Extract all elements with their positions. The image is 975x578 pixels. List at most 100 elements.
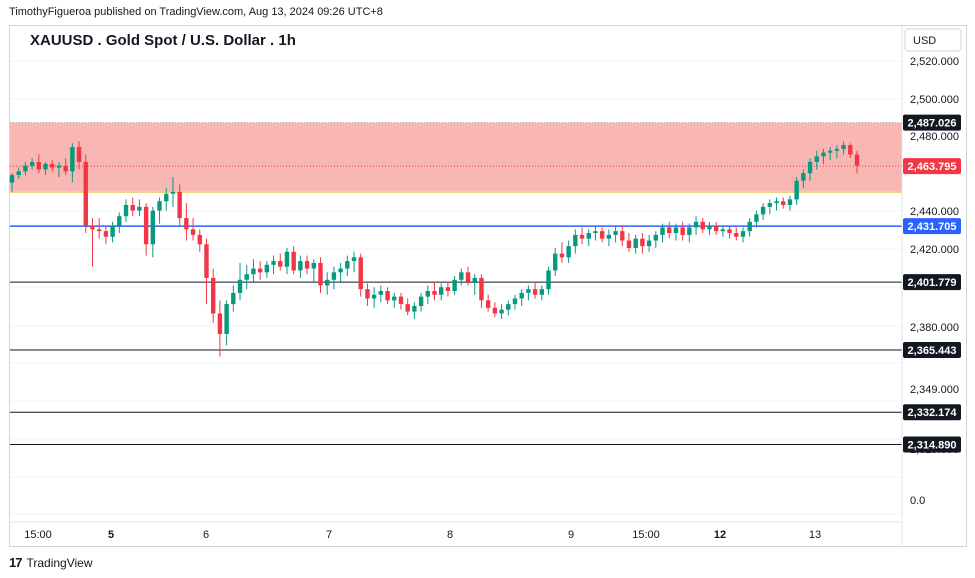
- candle-body: [264, 264, 270, 273]
- price-badge-label: 2,314.890: [908, 440, 957, 452]
- supply-zone: [10, 122, 902, 191]
- y-tick-label: 2,380.000: [910, 322, 959, 334]
- y-tick-label: 0.0: [910, 495, 925, 507]
- candle-body: [177, 191, 182, 219]
- candle-body: [693, 221, 699, 228]
- y-tick-label: 2,480.000: [910, 131, 959, 143]
- chart-title: XAUUSD . Gold Spot / U.S. Dollar . 1h: [30, 32, 296, 49]
- candle-body: [841, 145, 846, 149]
- candle-body: [472, 277, 477, 282]
- x-tick-label: 12: [714, 529, 726, 541]
- y-tick-label: 2,349.000: [910, 384, 959, 396]
- candle-body: [304, 261, 310, 269]
- candle-body: [720, 229, 726, 232]
- candle-body: [204, 244, 209, 278]
- y-tick-label: 2,420.000: [910, 244, 959, 256]
- candle-body: [606, 234, 612, 239]
- candle-body: [506, 304, 511, 310]
- candle-body: [29, 161, 35, 166]
- candle-body: [257, 268, 263, 273]
- candle-body: [727, 229, 732, 234]
- price-badge-bg: [903, 342, 961, 359]
- y-tick-label: 2,440.000: [910, 206, 959, 218]
- candle-body: [143, 206, 149, 245]
- candle-body: [459, 272, 464, 280]
- candles-group: [9, 141, 860, 357]
- candle-body: [425, 291, 430, 297]
- candle-body: [734, 233, 739, 237]
- candle-body: [96, 229, 102, 232]
- candle-body: [760, 206, 766, 215]
- candle-body: [117, 216, 122, 226]
- candle-body: [713, 225, 719, 232]
- candle-body: [640, 238, 645, 247]
- candle-body: [499, 309, 504, 314]
- candle-body: [566, 246, 571, 258]
- candle-body: [50, 163, 55, 168]
- candle-body: [553, 253, 558, 271]
- price-badge-label: 2,487.026: [908, 118, 957, 130]
- candle-body: [781, 201, 786, 205]
- candle-body: [237, 279, 243, 293]
- candle-body: [412, 305, 417, 312]
- candle-body: [740, 231, 746, 237]
- candle-body: [36, 161, 42, 170]
- candle-body: [63, 165, 68, 172]
- price-badge-bg: [903, 158, 961, 175]
- candle-body: [311, 262, 316, 269]
- x-tick-label: 9: [568, 529, 574, 541]
- candle-body: [854, 154, 860, 166]
- candle-body: [130, 204, 135, 211]
- candle-body: [103, 231, 109, 237]
- price-badge-bg: [903, 436, 961, 453]
- candle-body: [539, 289, 545, 295]
- candle-body: [56, 165, 62, 168]
- candle-body: [653, 234, 659, 241]
- tradingview-footer: 17 TradingView: [9, 555, 93, 570]
- candle-body: [278, 261, 283, 267]
- x-tick-label: 15:00: [24, 529, 52, 541]
- candle-body: [184, 218, 189, 230]
- candle-body: [613, 231, 618, 235]
- candle-body: [747, 221, 752, 232]
- candle-body: [331, 272, 337, 280]
- candle-body: [210, 277, 216, 314]
- candle-body: [807, 161, 813, 174]
- price-badge-bg: [903, 114, 961, 131]
- tradingview-logo-icon: 17: [9, 555, 23, 570]
- candle-body: [418, 296, 424, 306]
- candle-body: [9, 175, 15, 183]
- candle-body: [378, 291, 384, 295]
- candle-body: [465, 272, 471, 282]
- candle-body: [23, 165, 28, 172]
- candle-body: [794, 180, 799, 200]
- candle-body: [660, 227, 665, 235]
- candle-body: [774, 201, 779, 204]
- candle-body: [90, 225, 95, 230]
- candle-body: [814, 156, 819, 162]
- candle-body: [318, 262, 323, 286]
- candle-body: [767, 203, 773, 207]
- candle-body: [512, 298, 518, 305]
- candle-body: [197, 234, 202, 245]
- candle-body: [358, 257, 363, 290]
- candle-body: [398, 296, 404, 305]
- candle-body: [324, 279, 330, 286]
- x-tick-label: 5: [108, 529, 114, 541]
- candle-body: [338, 268, 343, 273]
- currency-label[interactable]: USD: [913, 35, 936, 47]
- candle-body: [526, 289, 531, 293]
- candle-body: [43, 163, 48, 170]
- candle-body: [445, 287, 451, 292]
- x-tick-label: 8: [447, 529, 453, 541]
- price-badge-bg: [903, 218, 961, 235]
- candle-body: [754, 214, 759, 222]
- candle-body: [251, 268, 256, 275]
- candle-body: [559, 253, 565, 258]
- candle-body: [680, 227, 685, 235]
- candle-body: [392, 296, 397, 301]
- candle-body: [707, 225, 712, 230]
- chart-frame: [9, 25, 967, 547]
- tradingview-brand[interactable]: TradingView: [26, 555, 93, 570]
